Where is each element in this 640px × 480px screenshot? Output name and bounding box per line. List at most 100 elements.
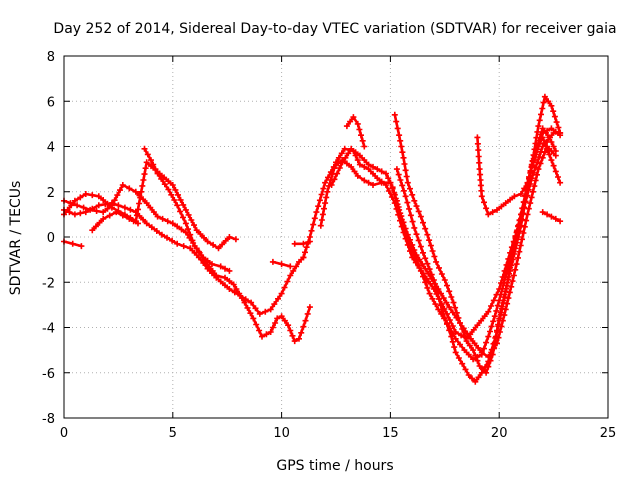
- data-point-marker: [518, 211, 524, 218]
- data-point-marker: [452, 335, 459, 342]
- data-point-marker: [502, 200, 509, 207]
- data-point-marker: [385, 175, 392, 182]
- data-point-marker: [153, 228, 160, 234]
- data-point-marker: [336, 165, 343, 171]
- data-point-marker: [287, 272, 294, 279]
- data-point-marker: [335, 154, 342, 161]
- data-point-marker: [201, 234, 207, 241]
- data-point-marker: [534, 146, 541, 153]
- data-point-marker: [300, 254, 307, 261]
- data-point-marker: [158, 231, 165, 238]
- data-point-marker: [475, 153, 482, 160]
- data-point-marker: [298, 329, 305, 336]
- data-point-marker: [222, 237, 229, 244]
- data-point-marker: [463, 338, 470, 345]
- data-point-marker: [302, 249, 308, 256]
- data-point-marker: [413, 203, 420, 210]
- data-point-marker: [89, 227, 96, 234]
- data-point-marker: [424, 260, 431, 267]
- data-point-marker: [437, 302, 444, 309]
- data-point-marker: [402, 167, 409, 174]
- data-point-marker: [348, 163, 355, 170]
- data-point-marker: [350, 114, 357, 121]
- data-point-marker: [477, 177, 484, 183]
- data-point-marker: [302, 317, 309, 324]
- y-tick-label: -8: [42, 412, 55, 427]
- data-point-marker: [117, 187, 123, 194]
- data-point-marker: [354, 120, 361, 127]
- data-point-marker: [226, 286, 233, 292]
- data-point-marker: [374, 166, 381, 173]
- data-point-marker: [409, 241, 416, 248]
- data-point-marker: [197, 231, 204, 237]
- data-point-marker: [121, 204, 128, 211]
- data-point-marker: [147, 204, 154, 211]
- data-point-marker: [402, 225, 409, 232]
- data-point-marker: [485, 211, 492, 218]
- data-point-marker: [406, 205, 413, 212]
- y-tick-label: 4: [47, 141, 55, 156]
- data-point-marker: [498, 203, 505, 210]
- data-point-marker: [111, 197, 118, 204]
- data-point-marker: [515, 223, 522, 230]
- data-point-marker: [154, 213, 161, 220]
- data-point-marker: [517, 242, 524, 249]
- data-point-marker: [351, 168, 358, 175]
- data-point-marker: [545, 98, 552, 105]
- data-point-marker: [526, 174, 533, 180]
- data-point-marker: [180, 243, 187, 250]
- data-point-marker: [521, 223, 528, 230]
- data-point-marker: [524, 179, 531, 186]
- y-axis-label: SDTVAR / TECUs: [8, 181, 24, 296]
- data-point-marker: [361, 163, 368, 170]
- data-point-marker: [436, 264, 442, 271]
- data-point-marker: [178, 226, 185, 233]
- data-point-marker: [256, 327, 263, 334]
- data-point-marker: [431, 253, 438, 260]
- data-point-marker: [365, 179, 372, 186]
- data-point-marker: [478, 193, 485, 200]
- data-point-marker: [502, 288, 509, 295]
- data-point-marker: [474, 357, 481, 364]
- data-point-marker: [426, 290, 433, 297]
- data-point-marker: [132, 188, 139, 195]
- data-point-marker: [548, 102, 555, 109]
- data-point-marker: [459, 360, 466, 367]
- data-point-marker: [534, 159, 541, 166]
- data-point-marker: [231, 289, 238, 296]
- data-point-marker: [354, 157, 361, 164]
- data-point-marker: [343, 123, 350, 130]
- data-point-marker: [532, 151, 539, 158]
- data-point-marker: [539, 209, 546, 216]
- data-point-marker: [553, 119, 560, 126]
- x-axis-label: GPS time / hours: [276, 458, 393, 474]
- data-point-marker: [491, 313, 498, 320]
- data-point-marker: [177, 208, 184, 215]
- data-point-marker: [100, 215, 107, 222]
- data-point-marker: [385, 188, 392, 194]
- data-point-marker: [256, 310, 263, 317]
- data-point-marker: [305, 239, 312, 246]
- data-point-marker: [135, 206, 141, 213]
- data-point-marker: [489, 209, 496, 216]
- data-point-marker: [182, 229, 189, 236]
- data-point-marker: [77, 194, 84, 201]
- data-point-marker: [544, 211, 551, 218]
- data-point-marker: [470, 326, 477, 333]
- series-arc-15: [474, 125, 564, 218]
- data-point-marker: [529, 162, 536, 169]
- data-point-marker: [426, 266, 433, 273]
- data-point-marker: [95, 202, 102, 209]
- data-point-marker: [490, 340, 497, 347]
- data-point-marker: [215, 245, 222, 252]
- data-point-marker: [74, 202, 81, 209]
- data-point-marker: [80, 204, 87, 211]
- data-point-marker: [397, 137, 404, 144]
- data-point-marker: [397, 177, 404, 183]
- data-point-marker: [82, 209, 89, 216]
- data-point-marker: [544, 127, 551, 134]
- data-point-marker: [487, 352, 494, 359]
- data-point-marker: [538, 111, 544, 118]
- data-point-marker: [419, 261, 426, 268]
